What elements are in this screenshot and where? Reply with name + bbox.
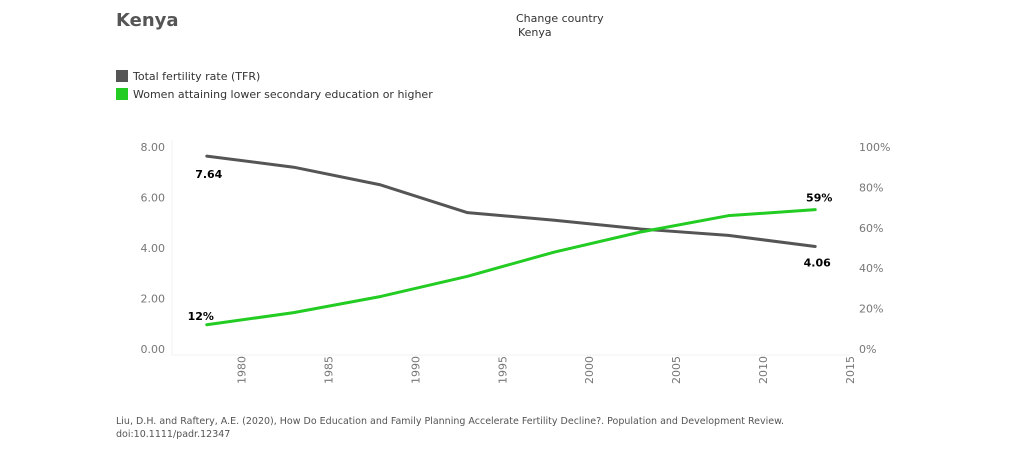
line-chart: 0.00 2.00 4.00 6.00 8.00 0% 20% 40% 60% 80% 100% 19… — [141, 140, 890, 384]
y-left-tick-label: 4.00 — [141, 242, 166, 255]
selected-country-value[interactable]: Kenya — [518, 26, 552, 39]
y-left-tick-label: 2.00 — [141, 293, 166, 306]
y-right-tick-label: 100% — [859, 141, 890, 154]
legend-item-tfr: Total fertility rate (TFR) — [116, 67, 433, 85]
legend-item-education: Women attaining lower secondary educatio… — [116, 85, 433, 103]
data-label: 4.06 — [804, 256, 831, 269]
x-tick-label: 2015 — [844, 356, 857, 384]
legend-swatch-tfr — [116, 70, 128, 82]
y-right-tick-label: 60% — [859, 222, 883, 235]
education-series-line — [205, 208, 817, 327]
citation: Liu, D.H. and Raftery, A.E. (2020), How … — [116, 415, 876, 441]
x-tick-label: 1995 — [496, 356, 509, 384]
page-title: Kenya — [116, 10, 179, 31]
change-country-label: Change country — [516, 12, 604, 25]
legend-swatch-education — [116, 88, 128, 100]
data-label: 7.64 — [195, 168, 222, 181]
y-right-tick-label: 0% — [859, 343, 876, 356]
chart-legend: Total fertility rate (TFR) Women attaini… — [116, 67, 433, 103]
legend-label-tfr: Total fertility rate (TFR) — [133, 69, 261, 83]
y-right-tick-label: 80% — [859, 181, 883, 194]
citation-line-1: Liu, D.H. and Raftery, A.E. (2020), How … — [116, 416, 784, 427]
change-country-select[interactable]: Change country Kenya — [516, 12, 604, 40]
y-right-tick-label: 20% — [859, 303, 883, 316]
x-tick-label: 2000 — [583, 356, 596, 384]
data-label: 59% — [806, 192, 832, 205]
x-tick-label: 1985 — [322, 356, 335, 384]
legend-label-education: Women attaining lower secondary educatio… — [133, 87, 433, 101]
tfr-series-line — [205, 154, 817, 248]
x-tick-label: 1990 — [409, 356, 422, 384]
y-left-tick-label: 8.00 — [141, 141, 166, 154]
data-label: 12% — [188, 310, 214, 323]
citation-line-2: doi:10.1111/padr.12347 — [116, 429, 231, 440]
x-tick-label: 2010 — [757, 356, 770, 384]
x-tick-label: 1980 — [236, 356, 249, 384]
x-tick-label: 2005 — [670, 356, 683, 384]
y-left-tick-label: 6.00 — [141, 192, 166, 205]
y-right-tick-label: 40% — [859, 262, 883, 275]
y-left-tick-label: 0.00 — [141, 343, 166, 356]
